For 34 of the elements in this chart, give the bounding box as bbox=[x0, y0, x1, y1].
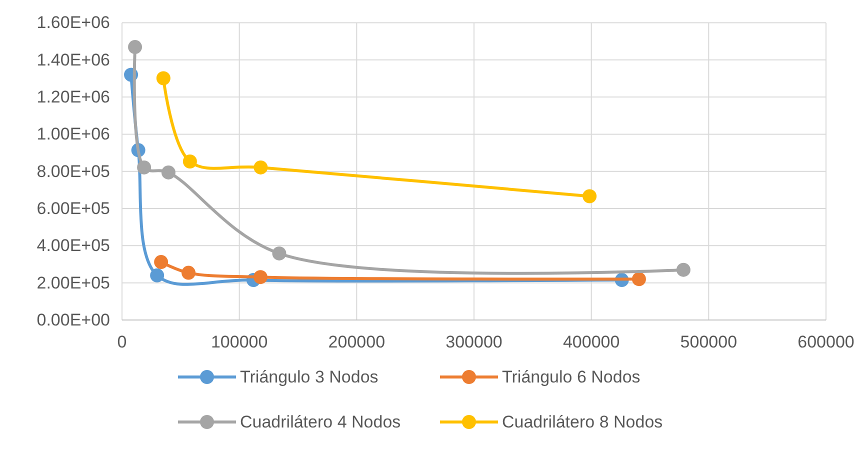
point bbox=[161, 165, 176, 180]
point bbox=[182, 154, 197, 168]
legend-label: Triángulo 6 Nodos bbox=[502, 368, 640, 386]
y-tick-label: 2.00E+05 bbox=[36, 273, 110, 292]
x-tick-label: 300000 bbox=[446, 332, 502, 352]
point bbox=[253, 270, 268, 284]
legend-label: Cuadrilátero 4 Nodos bbox=[240, 412, 401, 432]
point bbox=[632, 272, 646, 286]
y-tick-label: 1.40E+06 bbox=[36, 50, 110, 70]
x-tick-label: 100000 bbox=[210, 332, 268, 352]
point bbox=[272, 246, 286, 260]
y-tick-label: 1.20E+06 bbox=[36, 88, 110, 107]
point bbox=[582, 189, 597, 204]
point bbox=[150, 268, 164, 282]
y-tick-label: 6.00E+05 bbox=[36, 199, 110, 218]
x-tick-label: 600000 bbox=[798, 332, 854, 352]
x-tick-label: 0 bbox=[117, 332, 127, 352]
y-tick-label: 1.00E+06 bbox=[36, 124, 110, 144]
point bbox=[128, 40, 142, 54]
point bbox=[156, 71, 170, 86]
x-tick-label: 200000 bbox=[328, 332, 386, 352]
point bbox=[154, 255, 168, 270]
y-tick-label: 8.00E+05 bbox=[36, 162, 110, 181]
point bbox=[254, 160, 268, 174]
point bbox=[137, 160, 152, 174]
y-tick-label: 1.60E+06 bbox=[36, 13, 110, 32]
legend-label: Cuadrilátero 8 Nodos bbox=[502, 412, 663, 432]
x-tick-label: 500000 bbox=[680, 332, 738, 352]
point bbox=[182, 266, 196, 280]
y-tick-label: 4.00E+05 bbox=[36, 236, 110, 256]
x-tick-label: 400000 bbox=[562, 332, 620, 352]
point bbox=[676, 262, 690, 277]
legend-label: Triángulo 3 Nodos bbox=[240, 368, 378, 386]
y-tick-label: 0.00E+00 bbox=[36, 310, 110, 330]
